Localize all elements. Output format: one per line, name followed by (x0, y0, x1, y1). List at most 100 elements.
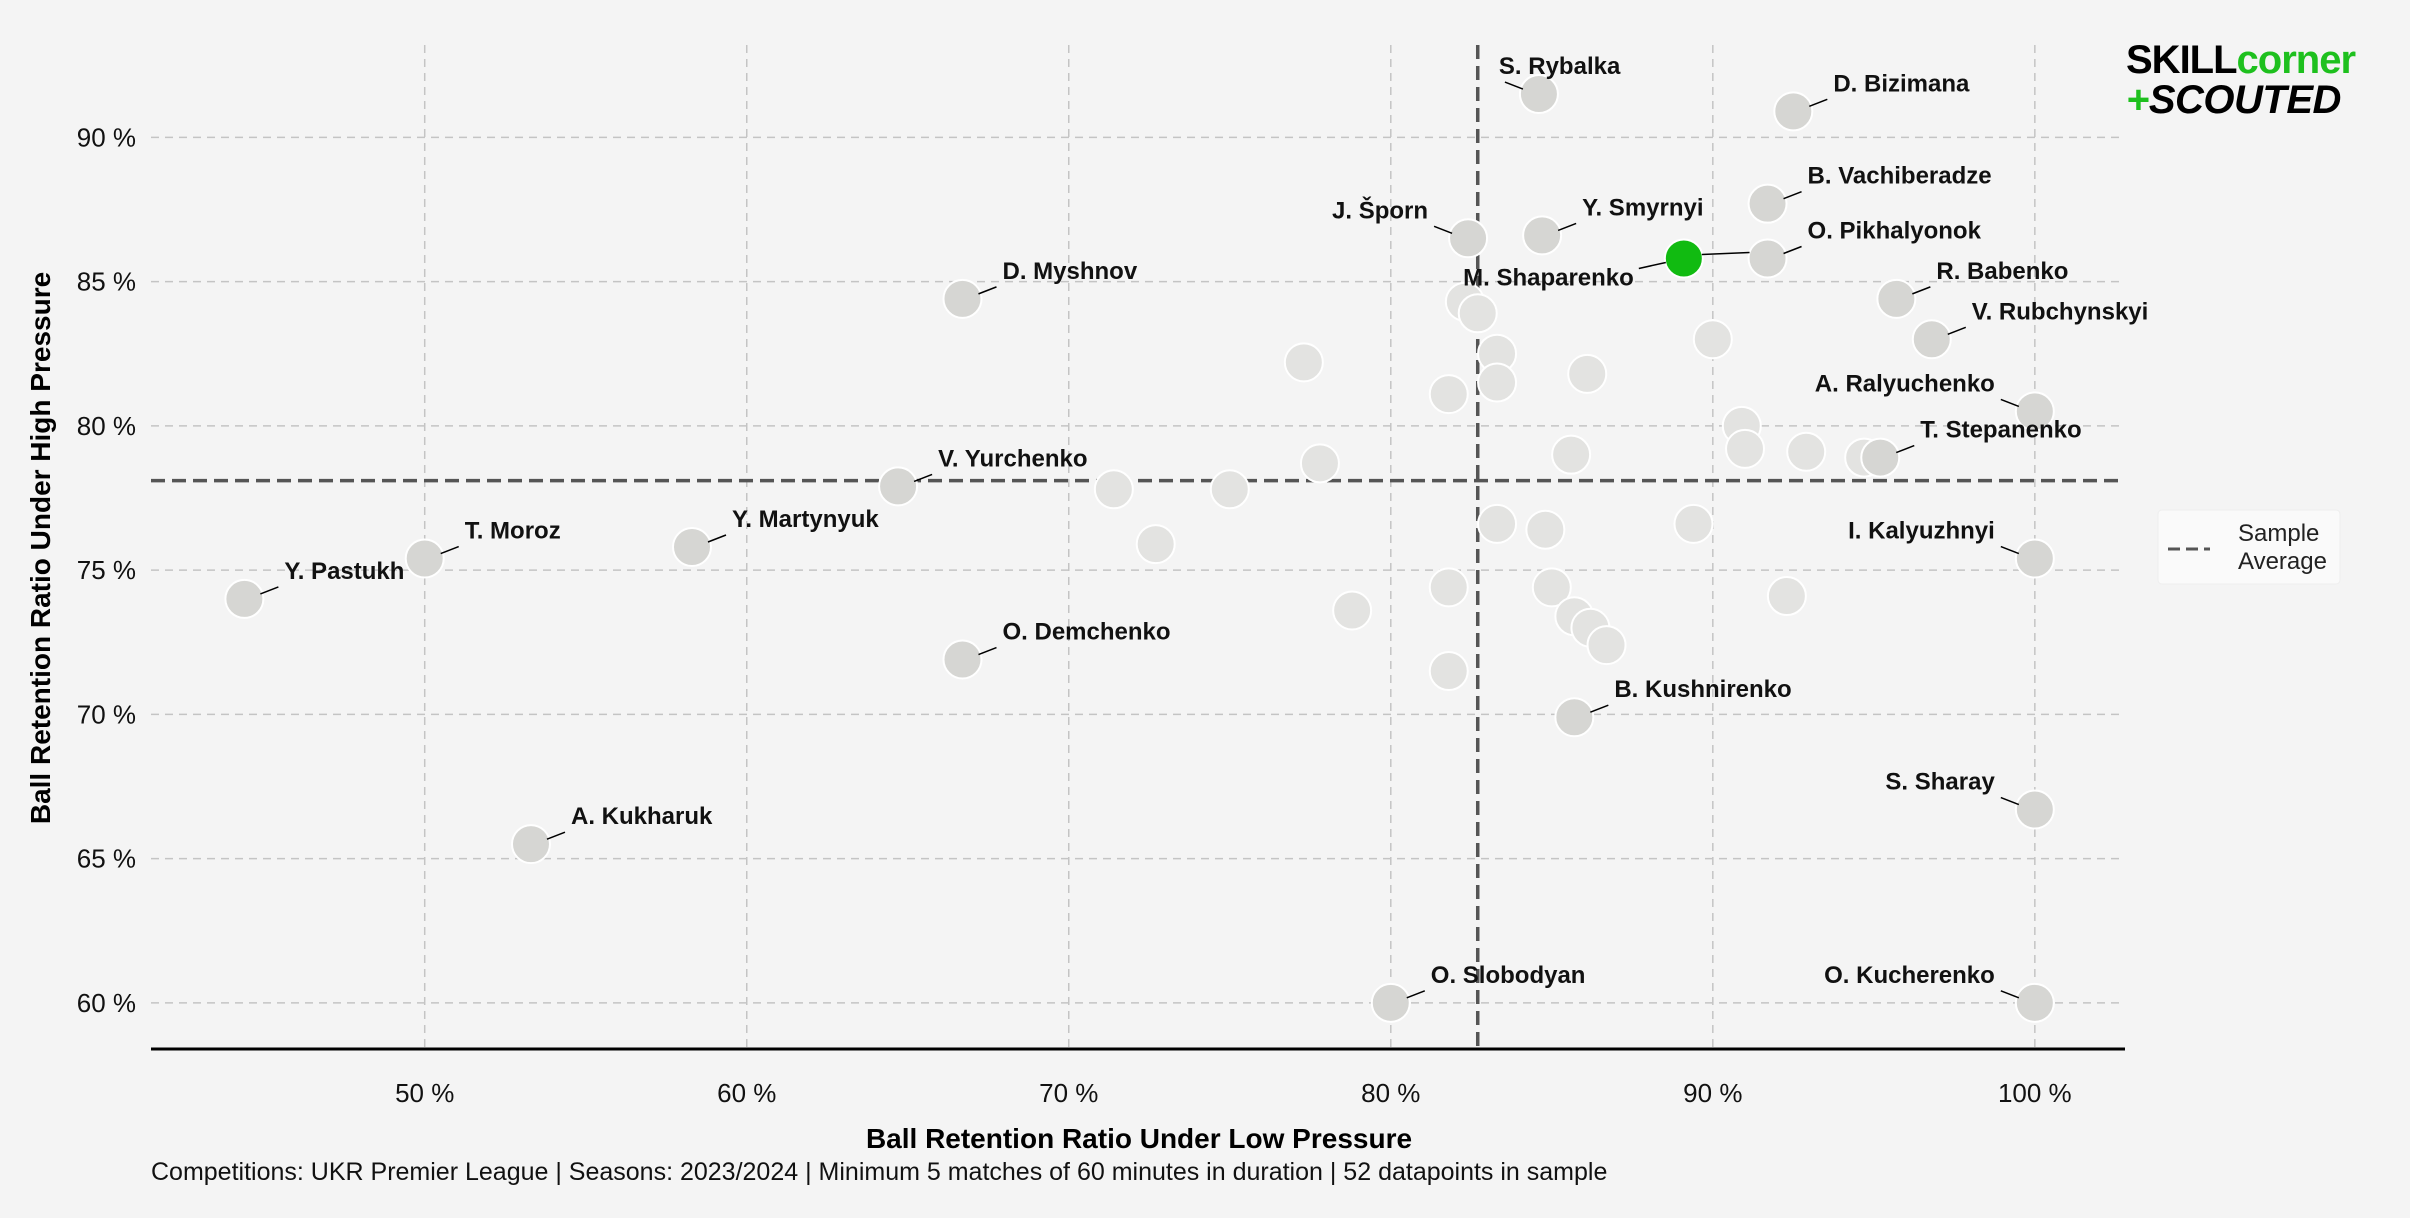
point-label: B. Vachiberadze (1808, 163, 1992, 190)
point-labels: S. Rybalka D. Bizimana B. Vachiberadze J. Š… (260, 53, 2149, 999)
sample-point (1283, 342, 1324, 383)
sample-point (1477, 503, 1518, 544)
x-tick-label: 80 % (1361, 1078, 1420, 1108)
label-connector (1783, 245, 1802, 255)
highlight-point (1663, 238, 1704, 279)
point-label: A. Kukharuk (571, 803, 713, 830)
logo-row-bottom: +SCOUTED (2126, 78, 2341, 122)
labeled-point (1876, 278, 1917, 319)
label-connector (1809, 98, 1828, 108)
point-label: S. Rybalka (1499, 53, 1621, 80)
x-axis-title: Ball Retention Ratio Under Low Pressure (866, 1123, 1412, 1154)
point-label: T. Moroz (465, 518, 561, 545)
labeled-point (1773, 91, 1814, 132)
x-tick-label: 50 % (395, 1078, 454, 1108)
data-points (224, 74, 2055, 1023)
sample-point (1786, 431, 1827, 472)
y-tick-label: 75 % (77, 555, 136, 585)
point-label: R. Babenko (1936, 258, 2068, 285)
label-connector (978, 646, 997, 656)
labeled-point (510, 824, 551, 865)
y-axis-title: Ball Retention Ratio Under High Pressure (25, 272, 56, 824)
label-connector (546, 831, 566, 840)
label-connector (2000, 545, 2020, 555)
sample-point (1332, 590, 1373, 631)
grid-lines (151, 45, 2125, 1049)
point-label: V. Yurchenko (938, 445, 1087, 472)
label-connector (1783, 190, 1802, 200)
label-connector (913, 473, 933, 483)
label-connector (707, 534, 727, 543)
sample-point (1428, 651, 1469, 692)
label-connector (1947, 326, 1967, 335)
legend-label-line1: Sample (2238, 520, 2319, 547)
label-connector (1557, 222, 1577, 232)
label-connector (978, 286, 997, 295)
highlight-label: M. Shaparenko (1463, 264, 1634, 291)
point-label: A. Ralyuchenko (1815, 370, 1995, 397)
sample-point (1531, 567, 1572, 608)
labeled-point (878, 466, 919, 507)
y-tick-label: 90 % (77, 122, 136, 152)
label-connector (2000, 990, 2020, 999)
logo-row-top: SKILLcorner (2126, 38, 2356, 82)
labeled-point (1747, 183, 1788, 224)
legend: Sample Average (2157, 509, 2341, 585)
legend-box (2157, 509, 2341, 585)
label-connector (2000, 796, 2020, 806)
x-tick-label: 60 % (717, 1078, 776, 1108)
labeled-point (1518, 74, 1559, 115)
labeled-point (942, 639, 983, 680)
axes: 50 % 60 % 70 % 80 % 90 % 100 % 60 % 65 % 70 % 75 … (77, 122, 2125, 1108)
y-tick-label: 65 % (77, 844, 136, 874)
logo-text-scouted: SCOUTED (2148, 78, 2342, 122)
sample-point (1586, 625, 1627, 666)
skillcorner-scouted-logo: SKILLcorner +SCOUTED (2126, 38, 2366, 122)
labeled-point (2014, 982, 2055, 1023)
point-label: Y. Smyrnyi (1582, 194, 1703, 221)
sample-point (1725, 428, 1766, 469)
highlight-label-connector (1638, 261, 1666, 270)
labeled-point (671, 527, 712, 567)
sample-point (1525, 509, 1566, 550)
point-label: Y. Martynyuk (732, 506, 879, 533)
sample-point (1093, 469, 1134, 510)
labeled-point (1370, 982, 1411, 1023)
labeled-point (1554, 697, 1595, 738)
logo-text-skill: SKILL (2126, 38, 2238, 82)
sample-point (1567, 353, 1608, 394)
highlight-connector (1701, 251, 1750, 256)
point-label: O. Slobodyan (1431, 962, 1586, 989)
sample-point (1692, 319, 1733, 360)
point-label: O. Kucherenko (1824, 962, 1995, 989)
point-label: V. Rubchynskyi (1972, 298, 2149, 325)
point-label: Y. Pastukh (284, 558, 404, 585)
y-tick-label: 60 % (77, 988, 136, 1018)
point-label: S. Sharay (1885, 769, 1995, 796)
label-connector (1504, 81, 1524, 90)
label-connector (1590, 704, 1609, 713)
label-connector (1433, 225, 1453, 234)
labeled-point (1522, 215, 1563, 256)
y-tick-label: 85 % (77, 267, 136, 297)
sample-point (1299, 443, 1340, 484)
point-label: J. Šporn (1332, 196, 1428, 224)
point-label: B. Kushnirenko (1614, 676, 1791, 703)
label-connector (1895, 444, 1915, 454)
sample-point (1209, 469, 1250, 510)
label-connector (260, 586, 279, 595)
labeled-point (1860, 437, 1901, 478)
legend-label-line2: Average (2238, 548, 2327, 575)
x-tick-label: 70 % (1039, 1078, 1098, 1108)
x-tick-label: 90 % (1683, 1078, 1742, 1108)
labeled-point (1448, 218, 1489, 259)
sample-point (1477, 362, 1518, 403)
labeled-point (224, 578, 265, 619)
logo-text-plus: + (2126, 78, 2149, 122)
point-label: O. Demchenko (1002, 619, 1170, 646)
point-label: D. Bizimana (1833, 70, 1970, 97)
average-lines (151, 45, 2125, 1049)
labeled-point (2014, 538, 2055, 579)
sample-point (1673, 503, 1714, 544)
